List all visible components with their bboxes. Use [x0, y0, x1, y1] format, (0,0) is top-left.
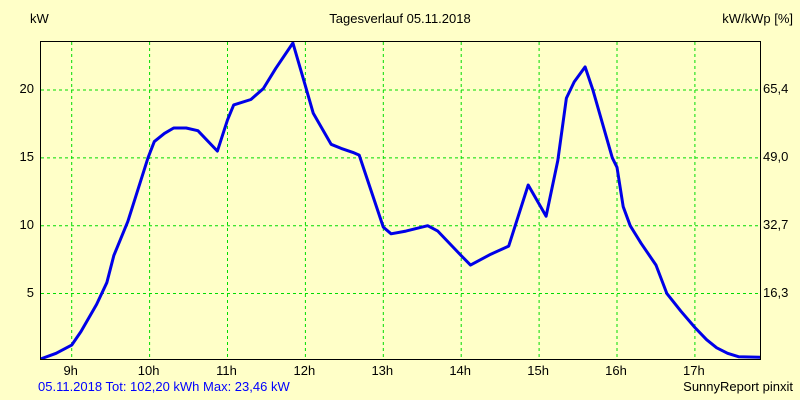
y-tick-label-right: 16,3 — [763, 284, 789, 300]
x-tick-label: 11h — [216, 363, 237, 378]
y-tick-label-right: 65,4 — [763, 81, 789, 96]
chart-title: Tagesverlauf 05.11.2018 — [329, 11, 471, 26]
y-tick-label-right: 49,0 — [763, 148, 789, 164]
left-axis-unit-label: kW — [30, 11, 49, 26]
x-tick-label: 14h — [449, 363, 472, 378]
y-tick-label-left: 5 — [26, 284, 34, 300]
y-tick-label-left: 10 — [19, 216, 34, 232]
branding-text: SunnyReport pinxit — [683, 379, 793, 394]
x-tick-label: 12h — [293, 363, 316, 378]
x-tick-label: 9h — [63, 363, 78, 378]
power-curve — [41, 42, 760, 359]
x-tick-label: 13h — [371, 363, 394, 378]
summary-text: 05.11.2018 Tot: 102,20 kWh Max: 23,46 kW — [38, 379, 290, 394]
x-tick-label: 15h — [527, 363, 549, 378]
x-tick-label: 16h — [605, 363, 627, 378]
right-axis-unit-label: kW/kWp [%] — [722, 11, 793, 26]
chart-canvas — [41, 42, 760, 359]
y-tick-label-left: 15 — [19, 148, 34, 164]
y-tick-label-right: 32,7 — [763, 216, 789, 232]
x-tick-label: 17h — [683, 363, 705, 378]
x-tick-label: 10h — [137, 363, 160, 378]
y-tick-label-left: 20 — [19, 81, 34, 96]
plot-area — [40, 41, 761, 360]
